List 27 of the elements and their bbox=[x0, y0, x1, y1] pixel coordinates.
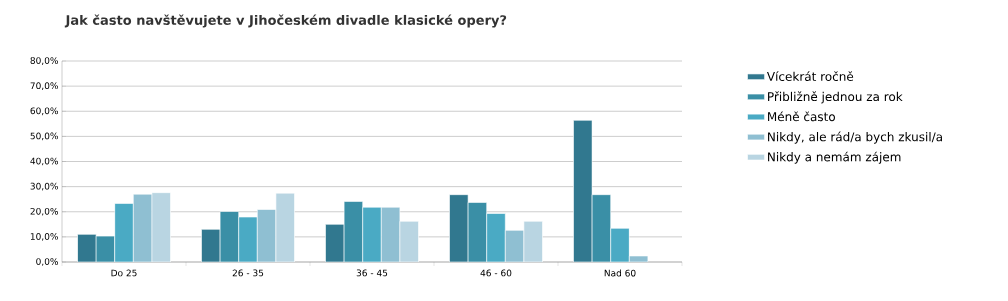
bar bbox=[449, 194, 469, 262]
y-tick-label: 20,0% bbox=[30, 207, 58, 216]
bar bbox=[486, 213, 506, 262]
x-tick-label: Nad 60 bbox=[604, 269, 636, 277]
y-tick-label: 30,0% bbox=[30, 182, 58, 191]
bar bbox=[114, 203, 134, 262]
legend-label: Méně často bbox=[768, 111, 835, 122]
bar bbox=[362, 206, 382, 262]
bar bbox=[573, 120, 593, 262]
bar bbox=[610, 228, 630, 262]
y-tick-label: 50,0% bbox=[30, 132, 58, 141]
x-tick-label: 36 - 45 bbox=[356, 269, 388, 277]
x-tick-label: 26 - 35 bbox=[232, 269, 264, 277]
legend-label: Nikdy, ale rád/a bych zkusil/a bbox=[768, 131, 942, 144]
y-tick-label: 0,0% bbox=[36, 258, 58, 266]
chart-title: Jak často navštěvujete v Jihočeském divadle klasické opery? bbox=[64, 14, 507, 28]
x-tick-label: Do 25 bbox=[111, 269, 137, 277]
y-tick-label: 40,0% bbox=[30, 157, 58, 166]
y-tick-label: 70,0% bbox=[30, 82, 58, 90]
y-tick-label: 60,0% bbox=[30, 107, 58, 116]
legend-label: Přibližně jednou za rok bbox=[768, 91, 903, 104]
y-tick-label: 10,0% bbox=[30, 233, 58, 241]
legend-label: Vícekrát ročně bbox=[766, 71, 854, 82]
y-tick-label: 80,0% bbox=[30, 57, 58, 65]
bar bbox=[238, 216, 258, 262]
x-tick-label: 46 - 60 bbox=[480, 269, 512, 277]
legend-label: Nikdy a nemám zájem bbox=[768, 151, 901, 164]
